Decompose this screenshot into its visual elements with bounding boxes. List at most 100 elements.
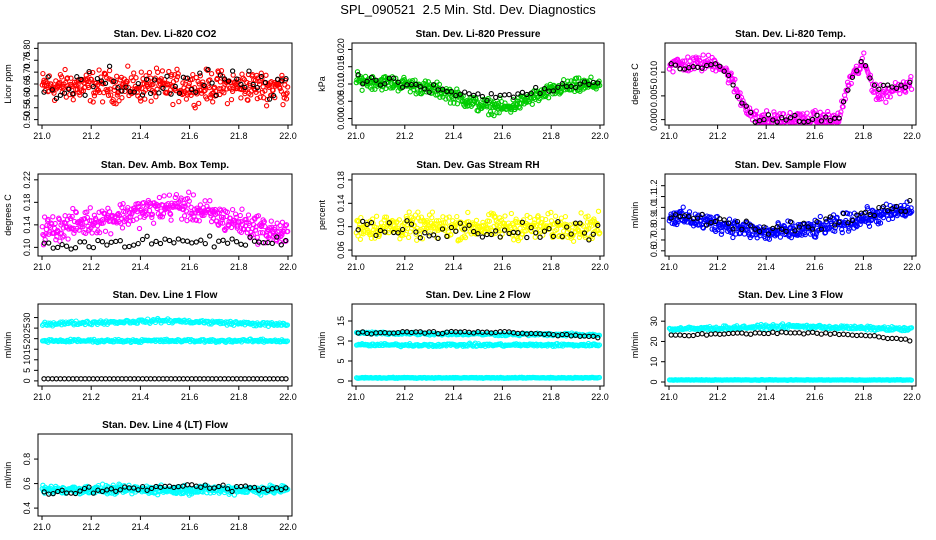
plot-frame — [664, 173, 917, 257]
data-point — [246, 68, 252, 74]
data-point — [220, 220, 226, 226]
data-point — [41, 214, 48, 220]
x-tick-label: 22.0 — [591, 262, 609, 272]
x-tick-label: 22.0 — [279, 392, 297, 402]
data-point — [435, 235, 441, 242]
data-point — [91, 212, 98, 218]
data-point — [59, 220, 65, 226]
data-point — [95, 237, 101, 244]
data-point — [845, 331, 851, 338]
y-axis-label: ml/min — [3, 332, 13, 359]
data-point — [470, 92, 477, 99]
data-point — [887, 94, 893, 100]
data-point — [672, 62, 679, 68]
y-tick-label: 0.14 — [22, 216, 32, 234]
data-point — [700, 225, 707, 231]
x-tick-label: 21.6 — [181, 262, 199, 272]
data-point — [175, 236, 182, 242]
x-tick-label: 21.0 — [660, 131, 678, 141]
data-point — [430, 232, 437, 238]
data-point — [590, 231, 596, 237]
data-point — [211, 244, 217, 250]
data-point — [355, 227, 361, 233]
data-point — [765, 330, 772, 337]
data-point — [484, 104, 490, 110]
data-point — [407, 229, 413, 235]
data-point — [453, 332, 460, 338]
data-point — [564, 331, 570, 338]
data-point — [756, 330, 763, 336]
data-point — [727, 229, 734, 235]
data-point — [534, 222, 540, 229]
y-tick-label: 15 — [336, 316, 346, 326]
data-point — [497, 234, 503, 240]
data-point — [907, 197, 913, 204]
data-point — [122, 244, 128, 250]
data-point — [179, 216, 185, 222]
series-upper — [39, 315, 291, 329]
y-tick-label: 0.06 — [336, 241, 346, 259]
y-tick-label: 0.000 — [649, 108, 659, 131]
data-point — [254, 95, 260, 102]
data-point — [443, 96, 449, 102]
data-point — [788, 234, 795, 241]
data-point — [818, 226, 825, 232]
y-tick-label: 0.75 — [22, 51, 32, 69]
data-point — [382, 81, 388, 87]
y-tick-label: 0 — [649, 379, 659, 384]
data-point — [905, 204, 911, 211]
data-point — [765, 112, 772, 118]
data-point — [721, 68, 727, 74]
data-point — [672, 212, 679, 218]
data-point — [876, 86, 882, 92]
data-point — [893, 335, 900, 342]
data-point — [105, 92, 112, 99]
data-point — [148, 241, 155, 247]
plot-frame — [351, 303, 605, 387]
data-point — [239, 206, 245, 212]
y-tick-label: 0.000 — [336, 107, 346, 130]
data-point — [457, 91, 463, 97]
data-point — [202, 87, 208, 94]
data-point — [857, 221, 863, 228]
data-point — [244, 230, 250, 236]
data-point — [197, 73, 204, 79]
panel-title: Stan. Dev. Line 3 Flow — [738, 290, 843, 301]
data-point — [719, 228, 725, 235]
data-point — [82, 92, 88, 98]
data-point — [75, 81, 81, 88]
data-point — [111, 100, 117, 106]
data-point — [259, 76, 265, 82]
y-tick-label: 0.14 — [336, 195, 346, 213]
data-point — [578, 210, 584, 216]
data-point — [131, 242, 137, 248]
data-point — [733, 231, 739, 237]
data-point — [214, 75, 221, 82]
data-point — [172, 83, 178, 90]
data-point — [229, 236, 235, 242]
data-point — [510, 94, 517, 100]
data-point — [209, 80, 215, 86]
series-reference — [41, 233, 289, 252]
x-tick-label: 21.2 — [396, 392, 414, 402]
data-point — [254, 84, 260, 91]
data-point — [597, 230, 603, 236]
data-point — [180, 203, 186, 209]
data-point — [908, 73, 914, 80]
data-point — [492, 213, 498, 219]
data-point — [413, 231, 419, 237]
data-point — [466, 91, 472, 97]
data-point — [80, 224, 86, 230]
data-point — [159, 68, 166, 74]
data-point — [89, 230, 95, 236]
data-point — [725, 72, 732, 79]
data-point — [908, 86, 915, 92]
plot-frame — [37, 303, 293, 387]
data-point — [258, 70, 264, 76]
data-point — [283, 76, 289, 82]
data-point — [548, 209, 554, 216]
data-point — [508, 210, 515, 217]
series-reference — [355, 328, 601, 341]
data-point — [150, 220, 157, 226]
data-point — [734, 218, 741, 225]
